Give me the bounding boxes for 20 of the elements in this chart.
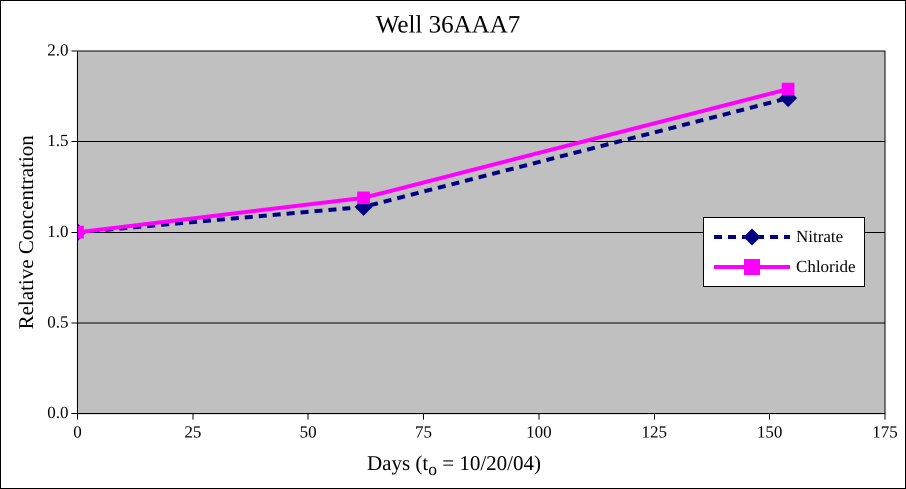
legend-label: Nitrate — [796, 227, 844, 248]
y-tick-label: 1.0 — [47, 222, 68, 241]
y-axis-title: Relative Concentration — [14, 134, 38, 330]
y-tick-label: 2.0 — [47, 40, 68, 60]
y-tick-label: 0.0 — [47, 403, 68, 422]
x-tick-label: 25 — [184, 422, 202, 442]
x-tick-label: 75 — [415, 422, 432, 442]
x-tick-label: 100 — [526, 422, 552, 442]
y-tick-label: 1.5 — [47, 131, 68, 150]
point — [357, 191, 370, 204]
x-tick-label: 0 — [73, 422, 82, 442]
x-tick-label: 50 — [300, 422, 317, 442]
y-tick-label: 0.5 — [47, 312, 68, 332]
chart-title: Well 36AAA7 — [376, 12, 520, 39]
x-tick-label: 150 — [756, 422, 782, 442]
point — [782, 82, 794, 96]
x-tick-label: 125 — [642, 422, 668, 442]
x-tick-label: 175 — [872, 422, 898, 442]
x-axis-title: Days (t$_{o}$ = 10/20/04) — [366, 451, 542, 480]
legend-label: Chloride — [796, 257, 856, 278]
